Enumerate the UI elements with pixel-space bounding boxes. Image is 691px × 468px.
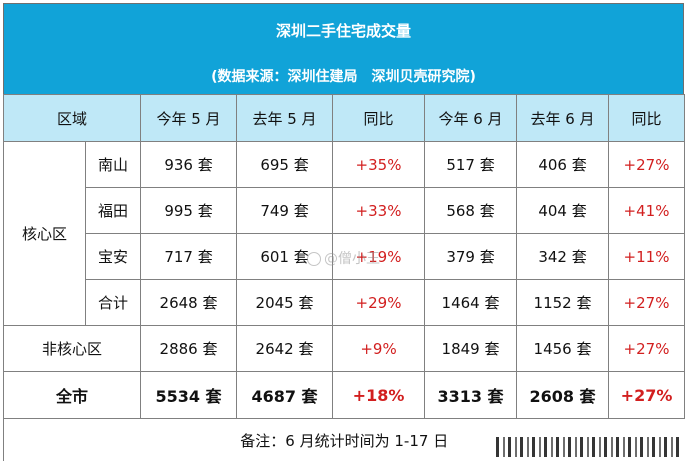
header-region: 区域: [2, 94, 142, 142]
cell-june-yoy: +27%: [608, 371, 686, 419]
cell-may-yoy: +33%: [332, 187, 426, 234]
cell-may-last: 2045 套: [236, 279, 334, 326]
cell-june-last: 342 套: [516, 233, 610, 280]
row-name: 福田: [84, 187, 142, 234]
core-group-label: 核心区: [3, 141, 86, 326]
table-row: 非核心区 2886 套 2642 套 +9% 1849 套 1456 套 +27…: [2, 325, 686, 372]
cell-june-yoy: +11%: [608, 233, 686, 280]
transaction-table: 区域 今年 5 月 去年 5 月 同比 今年 6 月 去年 6 月 同比 核心区…: [2, 94, 686, 461]
cell-june-now: 3313 套: [424, 371, 518, 419]
row-name: 非核心区: [2, 325, 142, 372]
cell-may-now: 936 套: [140, 141, 238, 188]
cell-may-now: 2648 套: [140, 279, 238, 326]
header-june-last-year: 去年 6 月: [516, 94, 610, 142]
cell-june-yoy: +27%: [608, 325, 686, 372]
table-row: 核心区 南山 936 套 695 套 +35% 517 套 406 套 +27%: [3, 141, 686, 326]
cell-june-last: 1152 套: [516, 279, 610, 326]
header-may-last-year: 去年 5 月: [236, 94, 334, 142]
cell-may-last: 4687 套: [236, 371, 334, 419]
watermark-text: @僧小王: [324, 251, 380, 267]
header-june-yoy: 同比: [608, 94, 686, 142]
title-band: 深圳二手住宅成交量 (数据来源：深圳住建局 深圳贝壳研究院): [3, 3, 684, 95]
cell-may-yoy: +35%: [332, 141, 426, 188]
table-row: 福田 995 套 749 套 +33% 568 套 404 套 +41%: [4, 187, 686, 234]
cell-june-last: 2608 套: [516, 371, 610, 419]
cell-june-now: 1464 套: [424, 279, 518, 326]
page-title: 深圳二手住宅成交量: [275, 22, 411, 40]
row-name: 宝安: [84, 233, 142, 280]
cell-june-now: 1849 套: [424, 325, 518, 372]
cell-june-last: 404 套: [516, 187, 610, 234]
cell-june-yoy: +27%: [608, 141, 686, 188]
row-name: 全市: [2, 371, 142, 419]
total-row: 全市 5534 套 4687 套 +18% 3313 套 2608 套 +27%: [2, 371, 686, 419]
row-name: 南山: [84, 141, 142, 188]
header-may-this-year: 今年 5 月: [140, 94, 238, 142]
cell-may-yoy: +9%: [332, 325, 426, 372]
cell-may-last: 2642 套: [236, 325, 334, 372]
cell-may-yoy: +29%: [332, 279, 426, 326]
cell-may-now: 5534 套: [140, 371, 238, 419]
cell-may-now: 995 套: [140, 187, 238, 234]
header-row: 区域 今年 5 月 去年 5 月 同比 今年 6 月 去年 6 月 同比: [2, 94, 686, 142]
cell-may-last: 749 套: [236, 187, 334, 234]
cell-may-now: 717 套: [140, 233, 238, 280]
row-name: 合计: [84, 279, 142, 326]
cell-june-now: 517 套: [424, 141, 518, 188]
barcode-graphic: [496, 437, 681, 457]
cell-june-last: 1456 套: [516, 325, 610, 372]
table-row: 合计 2648 套 2045 套 +29% 1464 套 1152 套 +27%: [4, 279, 686, 326]
header-may-yoy: 同比: [332, 94, 426, 142]
cell-june-yoy: +41%: [608, 187, 686, 234]
cell-june-now: 568 套: [424, 187, 518, 234]
cell-may-yoy: +18%: [332, 371, 426, 419]
table-row: 宝安 717 套 601 套 +19% 379 套 342 套 +11%: [4, 233, 686, 280]
cell-may-last: 695 套: [236, 141, 334, 188]
cell-june-yoy: +27%: [608, 279, 686, 326]
cell-may-now: 2886 套: [140, 325, 238, 372]
cell-june-now: 379 套: [424, 233, 518, 280]
weibo-logo-icon: [307, 252, 321, 266]
cell-june-last: 406 套: [516, 141, 610, 188]
header-june-this-year: 今年 6 月: [424, 94, 518, 142]
data-source: (数据来源：深圳住建局 深圳贝壳研究院): [211, 69, 476, 85]
cell-may-yoy: +19%: [332, 233, 426, 280]
watermark: @僧小王: [307, 248, 380, 268]
